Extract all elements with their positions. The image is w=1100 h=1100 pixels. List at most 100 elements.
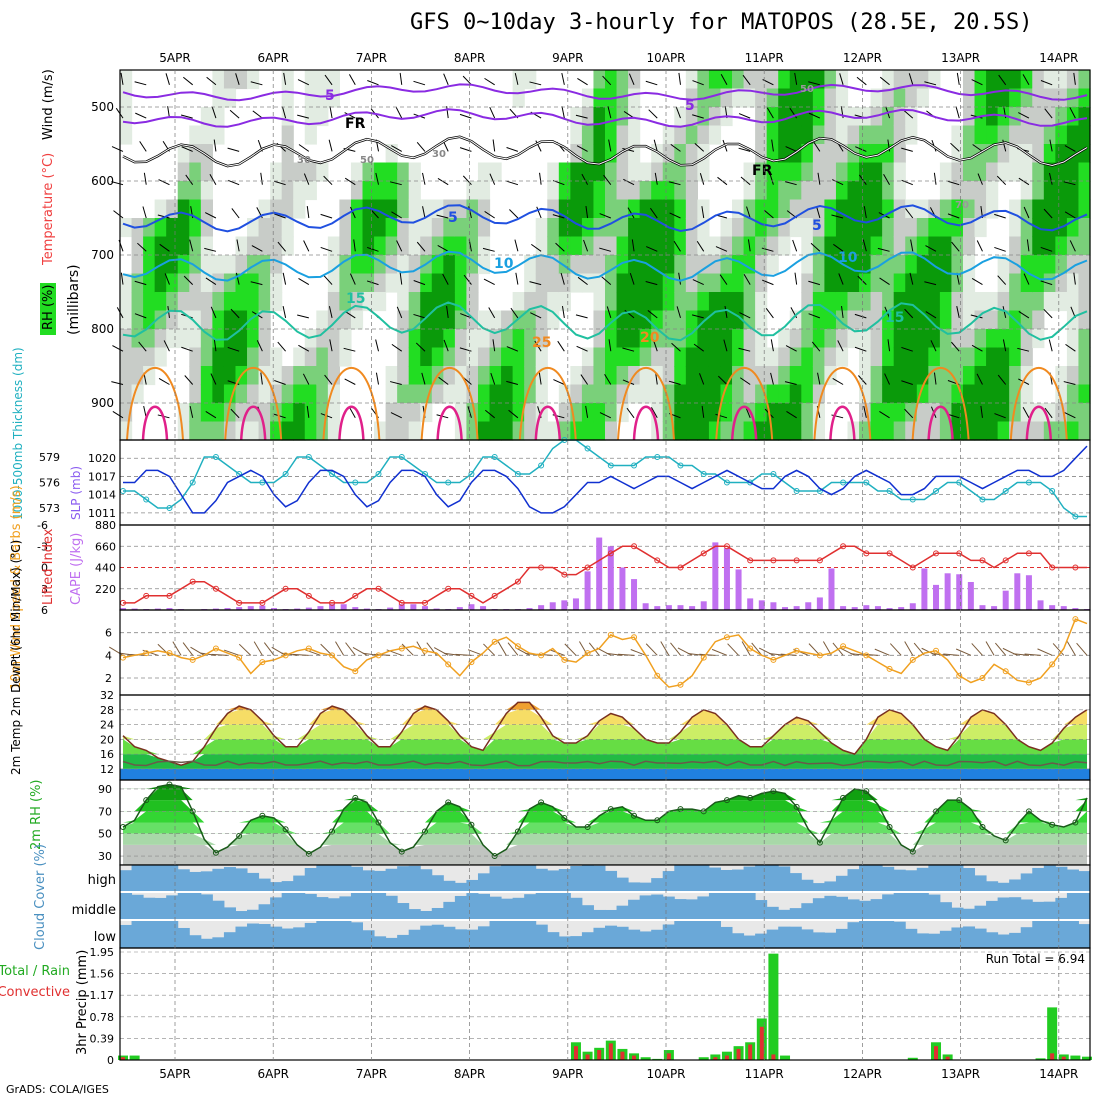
cloud-cell xyxy=(593,865,606,891)
rh-cell xyxy=(143,236,156,256)
contour-25c xyxy=(436,405,463,441)
wind-barb xyxy=(1052,643,1065,656)
rh-cell xyxy=(916,218,929,238)
rh-cell xyxy=(732,329,745,349)
wind-barb xyxy=(863,206,867,219)
rh-cell xyxy=(662,236,675,256)
wind-barb xyxy=(324,74,333,86)
rh-cell xyxy=(131,273,144,293)
rh-cell xyxy=(581,125,595,145)
contour-minus5-upper xyxy=(122,83,1088,102)
rh-cell xyxy=(120,218,133,238)
rh-cell xyxy=(974,218,987,238)
rh-cell xyxy=(1078,329,1091,349)
wind-barb xyxy=(485,409,495,419)
rh-cell xyxy=(1066,366,1080,386)
wind-barb xyxy=(947,180,960,186)
rh-cell xyxy=(408,384,421,404)
cape-bar xyxy=(782,607,789,610)
wind-barb xyxy=(784,181,797,186)
cloud-cell xyxy=(1078,871,1091,891)
rh-cell xyxy=(951,255,964,275)
rh-cell xyxy=(293,347,306,367)
wind-barb xyxy=(854,346,867,352)
rh-cell xyxy=(1066,310,1080,330)
cloud-cell xyxy=(1020,899,1033,919)
wind-barb xyxy=(784,381,797,385)
cloud-cell xyxy=(535,893,548,919)
rh-cell xyxy=(882,384,895,404)
wind-barb xyxy=(970,314,983,319)
cloud-cell xyxy=(247,872,260,891)
rh-cell xyxy=(593,255,606,275)
rh-cell xyxy=(708,310,722,330)
wind-barb xyxy=(650,407,658,419)
wind-barb xyxy=(577,276,588,285)
rh-cell xyxy=(882,218,895,238)
rh-cell xyxy=(743,347,756,367)
cloud-cell xyxy=(466,929,479,948)
rh-cell xyxy=(223,366,237,386)
wind-barb xyxy=(210,373,217,385)
rh-cell xyxy=(535,329,548,349)
cloud-cell xyxy=(420,910,433,919)
rh-cell xyxy=(477,384,491,404)
rh-cell xyxy=(581,384,595,404)
rh-cell xyxy=(120,421,133,441)
rh-cell xyxy=(997,144,1010,164)
lifted-index-line-marker xyxy=(933,550,940,557)
rh-cell xyxy=(270,347,283,367)
rh-cell xyxy=(893,107,906,127)
wind-speed-line-marker xyxy=(956,672,963,679)
wind-barb xyxy=(401,643,414,656)
wind-barb xyxy=(306,405,310,418)
cloud-cell xyxy=(732,933,745,948)
cloud-cell xyxy=(431,907,444,919)
rh-cell xyxy=(986,181,999,201)
cloud-cell xyxy=(743,935,756,948)
rh-cell xyxy=(616,384,629,404)
rh-cell xyxy=(281,125,294,145)
cloud-cell xyxy=(350,866,363,891)
cloud-level-label: middle xyxy=(72,903,116,918)
rh-cell xyxy=(1009,88,1022,108)
cloud-level-label: high xyxy=(88,873,116,888)
wind-barb xyxy=(251,245,263,252)
rh-cell xyxy=(905,88,918,108)
rh-cell xyxy=(200,273,213,293)
wind-barb xyxy=(352,646,368,656)
rh-cell xyxy=(882,88,895,108)
rh-cell xyxy=(339,347,352,367)
rh-band xyxy=(123,800,1087,812)
wind-speed-line-marker xyxy=(398,645,405,652)
cape-bar xyxy=(294,608,301,610)
lifted-index-line-marker xyxy=(329,599,336,606)
rh-cell xyxy=(593,107,606,127)
wind-barb xyxy=(904,308,914,319)
rh-cell xyxy=(905,329,918,349)
cloud-cell xyxy=(882,894,895,919)
rh-cell xyxy=(120,329,133,349)
rh-cell xyxy=(732,384,745,404)
cloud-cell xyxy=(962,926,976,948)
rh-cell xyxy=(720,366,733,386)
cape-bar xyxy=(631,579,638,610)
rh-cell xyxy=(1055,199,1068,219)
rh-cell xyxy=(547,236,560,256)
wind-barb xyxy=(437,245,449,252)
li-tick: 6 xyxy=(41,604,48,617)
lifted-index-line-marker xyxy=(816,557,823,564)
wind-barb xyxy=(277,341,286,352)
cape-bar xyxy=(619,567,626,610)
cloud-cell xyxy=(431,924,444,948)
rh-cell xyxy=(778,236,791,256)
rh-cell xyxy=(1020,125,1033,145)
rh-cell xyxy=(547,292,560,312)
rh-cell xyxy=(350,218,364,238)
contour-label: 50 xyxy=(360,155,374,166)
rh-cell xyxy=(766,125,779,145)
cape-bar xyxy=(549,602,556,610)
wind-speed-line-marker xyxy=(863,652,870,659)
rh-cell xyxy=(258,347,271,367)
rh-cell xyxy=(466,218,479,238)
